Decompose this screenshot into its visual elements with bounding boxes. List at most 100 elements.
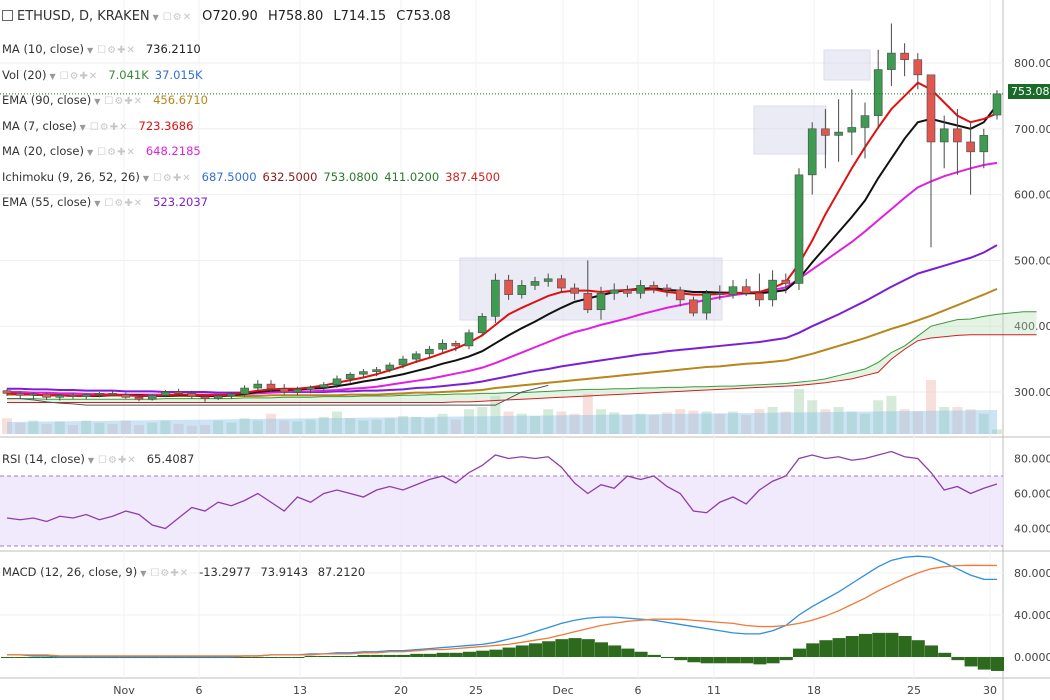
chevron-down-icon[interactable]: ▼: [142, 173, 149, 183]
legend-buttons[interactable]: ☐⚙✚✕: [98, 455, 137, 466]
legend-buttons[interactable]: ☐⚙✚✕: [59, 70, 99, 82]
volume-bar: [728, 411, 738, 434]
volume-bar: [398, 416, 408, 434]
candle-body: [279, 388, 289, 393]
candle-body: [15, 393, 25, 396]
volume-bar: [912, 411, 923, 434]
volume-bar: [305, 419, 316, 434]
legend-ma10[interactable]: MA (10, close) ▼ ☐⚙✚✕ 736.2110: [2, 40, 201, 58]
volume-bar: [424, 418, 435, 434]
chevron-down-icon[interactable]: ▼: [79, 122, 86, 132]
candle-body: [55, 394, 65, 398]
chevron-down-icon[interactable]: ▼: [94, 199, 101, 208]
volume-bar: [714, 413, 725, 434]
candle-body: [900, 52, 909, 61]
candle-body: [319, 384, 329, 388]
legend-ema55[interactable]: EMA (55, close) ▼ ☐⚙✚✕ 523.2037: [2, 193, 208, 211]
candle-body: [438, 343, 447, 350]
legend-ema90[interactable]: EMA (90, close) ▼ ☐⚙✚✕ 456.6710: [2, 91, 208, 109]
macd-histogram-bar: [436, 652, 450, 657]
candle-body: [174, 391, 183, 394]
macd-legend[interactable]: MACD (12, 26, close, 9) ▼ ☐⚙✚✕ -13.2977 73.…: [2, 563, 365, 581]
legend-ichi-value-0: 687.5000: [201, 169, 257, 184]
volume-bar: [978, 413, 989, 434]
legend-ma20-label: MA (20, close): [2, 144, 84, 158]
candle-body: [768, 279, 777, 301]
volume-bar: [556, 411, 567, 434]
symbol-legend[interactable]: ETHUSD, D, KRAKEN ▼ ☐⚙✕ O720.90 H758.80 L71…: [2, 8, 451, 26]
legend-buttons[interactable]: ☐⚙✚✕: [152, 172, 192, 184]
volume-bar: [371, 419, 382, 434]
time-tick-label: 13: [293, 684, 307, 697]
rsi-band: [0, 476, 1003, 546]
chevron-down-icon[interactable]: ▼: [87, 456, 95, 465]
candle-body: [675, 289, 685, 301]
macd-histogram-bar: [383, 654, 397, 657]
volume-bar: [530, 416, 540, 434]
volume-bar: [477, 407, 488, 434]
chevron-down-icon[interactable]: ▼: [86, 46, 94, 55]
macd-histogram-bar: [819, 640, 833, 657]
candle-body: [873, 69, 883, 116]
volume-bar: [173, 424, 184, 434]
macd-tick-label: 40.0000: [1014, 609, 1050, 622]
volume-bar: [807, 400, 818, 434]
volume-bar: [464, 409, 474, 434]
volume-bar: [120, 420, 131, 434]
macd-histogram-bar: [634, 651, 648, 657]
time-tick-label: 25: [907, 684, 921, 697]
macd-tick-label: 80.0000: [1014, 567, 1050, 580]
macd-histogram-bar: [661, 657, 674, 659]
legend-buttons[interactable]: ☐⚙✚✕: [97, 147, 136, 158]
macd-histogram-bar: [608, 645, 622, 657]
legend-ma7[interactable]: MA (7, close) ▼ ☐⚙✚✕ 723.3686: [2, 117, 193, 135]
ichimoku-span-a: [7, 311, 1037, 400]
macd-histogram-bar: [397, 654, 410, 657]
time-tick-label: 25: [469, 684, 483, 697]
candle-body: [464, 332, 474, 347]
candle-body: [741, 286, 751, 294]
chevron-down-icon[interactable]: ▼: [49, 71, 56, 81]
legend-buttons[interactable]: ☐⚙✚✕: [150, 568, 190, 579]
chevron-down-icon[interactable]: ▼: [94, 97, 101, 106]
macd-histogram-bar: [331, 655, 344, 657]
time-tick-label: 11: [707, 684, 721, 697]
legend-buttons[interactable]: ☐⚙✚✕: [89, 121, 129, 133]
macd-histogram-bar: [793, 648, 806, 657]
candle-body: [623, 289, 632, 294]
legend-buttons[interactable]: ☐⚙✕: [162, 12, 193, 23]
volume-bar: [28, 420, 39, 434]
macd-histogram-bar: [766, 657, 780, 664]
volume-bar: [147, 422, 158, 434]
macd-histogram-bar: [938, 652, 952, 657]
candle-body: [557, 278, 566, 289]
volume-bar: [701, 411, 712, 434]
legend-buttons[interactable]: ☐⚙✚✕: [104, 198, 144, 209]
volume-bar: [134, 425, 144, 434]
chevron-down-icon[interactable]: ▼: [86, 148, 94, 157]
volume-bar: [965, 409, 976, 434]
rsi-legend[interactable]: RSI (14, close) ▼ ☐⚙✚✕ 65.4087: [2, 450, 194, 468]
rsi-tick-label: 40.0000: [1014, 523, 1050, 536]
volume-bar: [767, 407, 778, 434]
volume-bar: [252, 420, 263, 434]
legend-ma20[interactable]: MA (20, close) ▼ ☐⚙✚✕ 648.2185: [2, 142, 201, 160]
candle-body: [451, 343, 461, 347]
volume-bar: [622, 415, 633, 434]
macd-histogram-bar: [476, 650, 490, 657]
legend-buttons[interactable]: ☐⚙✚✕: [97, 45, 136, 56]
candle-body: [121, 394, 131, 398]
volume-bar: [437, 413, 448, 434]
collapse-icon[interactable]: [2, 10, 13, 21]
volume-bar: [569, 413, 580, 434]
chevron-down-icon[interactable]: ▼: [140, 569, 147, 578]
legend-ichi[interactable]: Ichimoku (9, 26, 52, 26) ▼ ☐⚙✚✕ 687.5000 632…: [2, 168, 500, 186]
chevron-down-icon[interactable]: ▼: [152, 13, 159, 22]
ichimoku-cloud: [7, 311, 1037, 403]
legend-vol[interactable]: Vol (20) ▼ ☐⚙✚✕ 7.041K 37.015K: [2, 66, 203, 84]
candle-body: [953, 128, 962, 143]
legend-buttons[interactable]: ☐⚙✚✕: [104, 96, 144, 107]
volume-bar: [186, 425, 197, 434]
legend-vol-label: Vol (20): [2, 67, 47, 82]
